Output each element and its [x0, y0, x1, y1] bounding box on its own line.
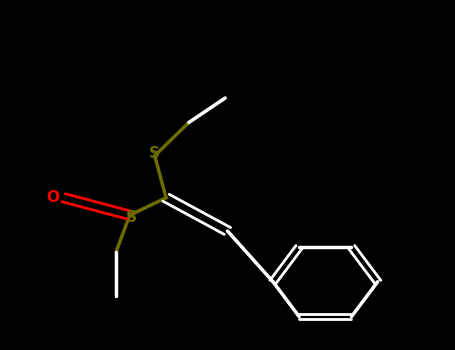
- Text: O: O: [46, 190, 59, 205]
- Text: S: S: [126, 210, 136, 224]
- Text: S: S: [149, 147, 160, 161]
